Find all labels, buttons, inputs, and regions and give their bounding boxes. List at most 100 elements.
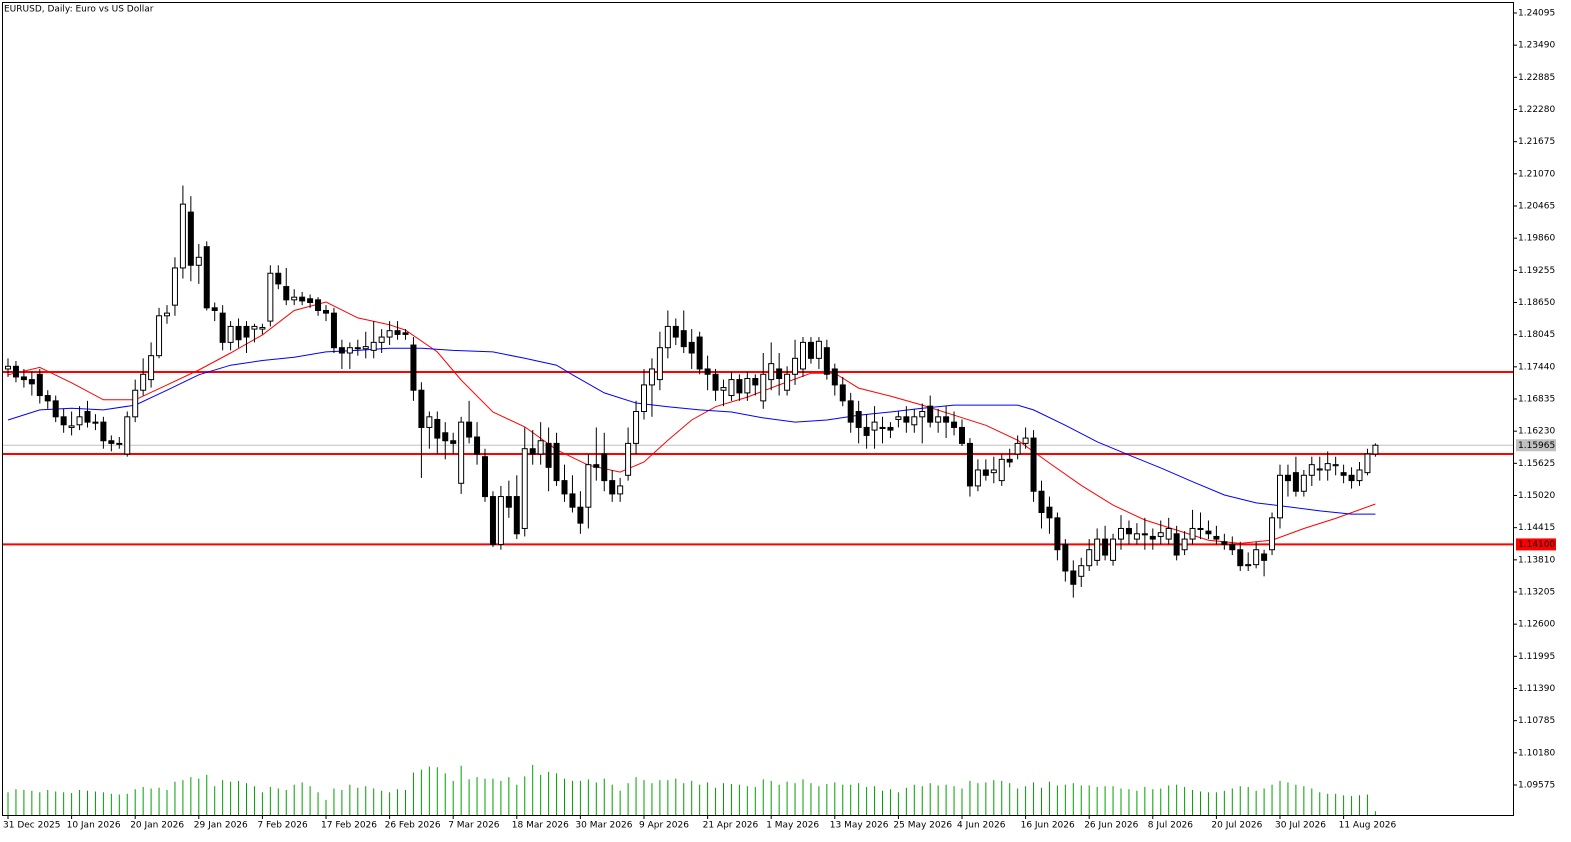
y-tick-label: 1.14415 xyxy=(1518,523,1555,533)
candle-body xyxy=(187,211,194,266)
candle-body xyxy=(1284,474,1291,482)
candle-body xyxy=(513,496,520,535)
x-tick-label: 4 Jun 2026 xyxy=(957,821,1006,831)
y-tick-label: 1.12600 xyxy=(1518,620,1555,630)
y-tick-label: 1.20465 xyxy=(1518,202,1555,212)
candle-body xyxy=(1292,472,1299,492)
candle-body xyxy=(227,325,234,343)
candle-body xyxy=(1348,474,1355,482)
candle-body xyxy=(760,373,767,402)
y-tick-label: 1.15625 xyxy=(1518,459,1555,469)
candle-body xyxy=(943,416,950,423)
candle-body xyxy=(863,426,870,436)
candle-body xyxy=(354,347,361,350)
candle-body xyxy=(990,469,997,474)
candle-body xyxy=(1141,533,1148,536)
candle-body xyxy=(307,298,314,303)
x-tick-label: 26 Jun 2026 xyxy=(1084,821,1138,831)
candle-body xyxy=(474,436,481,455)
candle-body xyxy=(855,410,862,428)
y-tick-label: 1.17440 xyxy=(1518,362,1555,372)
candle-body xyxy=(466,421,473,438)
candle-body xyxy=(330,312,337,349)
candle-body xyxy=(951,421,958,428)
candle-body xyxy=(251,325,258,330)
candle-body xyxy=(84,410,91,423)
candle-body xyxy=(195,256,202,266)
candle-body xyxy=(728,379,735,397)
y-tick-label: 1.21675 xyxy=(1518,137,1555,147)
y-tick-label: 1.10180 xyxy=(1518,748,1555,758)
price-label: 1.15965 xyxy=(1518,441,1555,451)
candle-body xyxy=(362,346,369,350)
x-tick-label: 20 Jul 2026 xyxy=(1211,821,1262,831)
y-tick-label: 1.21070 xyxy=(1518,169,1555,179)
candle-body xyxy=(434,418,441,439)
candle-body xyxy=(1261,553,1268,561)
x-tick-label: 17 Feb 2026 xyxy=(321,821,377,831)
level-label: 1.14100 xyxy=(1518,540,1555,550)
candle-body xyxy=(140,373,147,391)
candle-body xyxy=(577,506,584,524)
candle-body xyxy=(601,453,608,482)
candle-body xyxy=(1046,506,1053,519)
candle-body xyxy=(1181,538,1188,551)
candle-body xyxy=(418,389,425,428)
chart-title: EURUSD, Daily: Euro vs US Dollar xyxy=(4,5,154,15)
x-tick-label: 20 Jan 2026 xyxy=(130,821,184,831)
candle-body xyxy=(164,312,170,317)
candle-body xyxy=(243,325,250,338)
x-tick-label: 25 May 2026 xyxy=(893,821,952,831)
candle-body xyxy=(704,368,711,375)
candle-body xyxy=(1364,453,1371,474)
candle-body xyxy=(132,389,139,418)
candle-body xyxy=(609,480,616,495)
candle-body xyxy=(100,421,107,442)
candle-body xyxy=(903,416,910,423)
candle-body xyxy=(1118,527,1124,540)
y-tick-label: 1.19860 xyxy=(1518,234,1555,244)
candle-body xyxy=(545,442,552,468)
x-tick-label: 9 Apr 2026 xyxy=(639,821,689,831)
y-tick-label: 1.09575 xyxy=(1518,781,1555,791)
candle-body xyxy=(315,299,322,311)
x-tick-label: 21 Apr 2026 xyxy=(703,821,759,831)
candle-body xyxy=(1189,527,1196,540)
candle-body xyxy=(1157,532,1164,537)
x-tick-label: 8 Jul 2026 xyxy=(1148,821,1193,831)
x-tick-label: 26 Feb 2026 xyxy=(385,821,441,831)
candle-body xyxy=(593,464,600,468)
y-tick-label: 1.22280 xyxy=(1518,105,1555,115)
candle-body xyxy=(712,373,719,391)
candle-body xyxy=(299,296,306,302)
candle-body xyxy=(800,341,806,370)
candle-body xyxy=(36,373,43,397)
candle-body xyxy=(529,448,536,455)
candle-body xyxy=(680,330,687,348)
y-tick-label: 1.15020 xyxy=(1518,491,1555,501)
candle-body xyxy=(1102,538,1109,556)
candle-body xyxy=(1316,468,1323,471)
candle-body xyxy=(1372,444,1379,455)
y-tick-label: 1.23490 xyxy=(1518,41,1555,51)
candle-body xyxy=(1038,490,1045,514)
x-tick-label: 30 Jul 2026 xyxy=(1275,821,1326,831)
candle-body xyxy=(1133,533,1140,540)
y-tick-label: 1.18045 xyxy=(1518,330,1555,340)
candle-body xyxy=(1078,565,1085,577)
candle-body xyxy=(378,336,385,343)
x-tick-label: 16 Jun 2026 xyxy=(1021,821,1075,831)
candle-body xyxy=(672,325,679,338)
y-tick-label: 1.18650 xyxy=(1518,298,1555,308)
candle-body xyxy=(1165,527,1172,540)
y-tick-label: 1.13810 xyxy=(1518,555,1555,565)
candle-body xyxy=(203,246,210,309)
candle-body xyxy=(1332,464,1339,467)
candle-body xyxy=(688,341,695,354)
y-tick-label: 1.11390 xyxy=(1518,684,1555,694)
y-tick-label: 1.10785 xyxy=(1518,716,1555,726)
candle-body xyxy=(823,347,830,375)
candle-body xyxy=(505,496,512,508)
candle-body xyxy=(1237,549,1244,567)
